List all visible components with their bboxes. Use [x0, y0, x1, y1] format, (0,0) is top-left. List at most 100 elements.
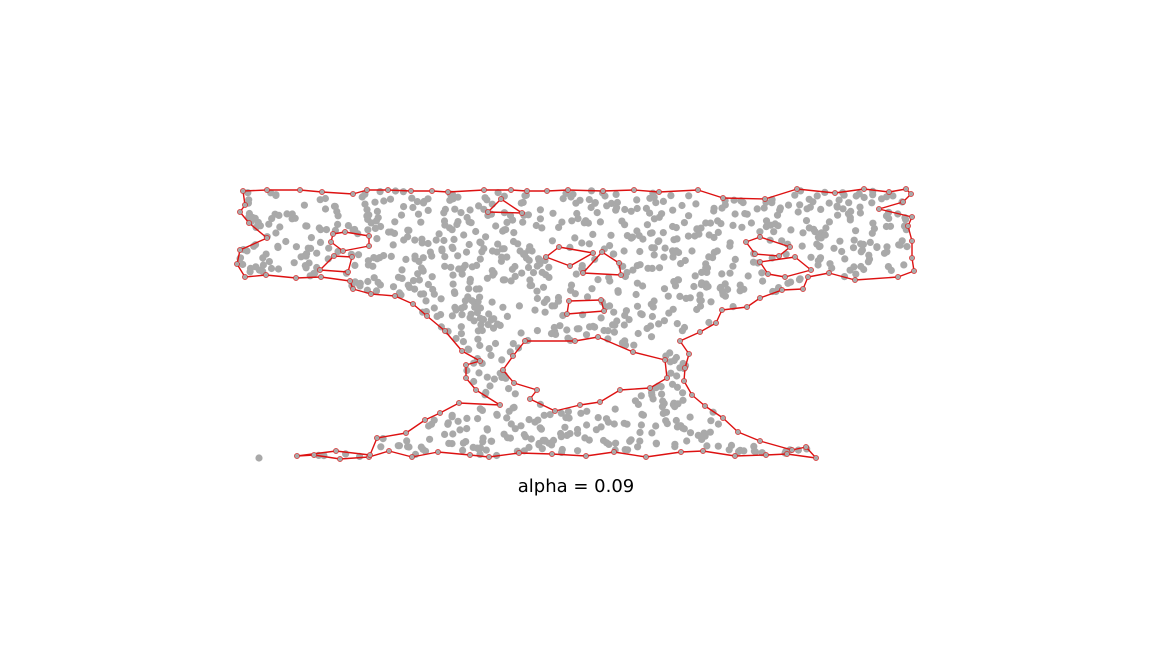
- data-point: [744, 272, 752, 280]
- hull-vertex: [544, 188, 550, 194]
- data-point: [838, 247, 846, 256]
- data-point: [841, 255, 849, 263]
- hull-vertex: [757, 295, 763, 301]
- data-point: [613, 204, 621, 212]
- data-point: [527, 435, 535, 443]
- data-point: [714, 420, 723, 428]
- data-point: [714, 217, 722, 225]
- data-point: [773, 211, 782, 219]
- data-point: [870, 225, 879, 233]
- data-point: [372, 287, 381, 295]
- data-point: [533, 294, 542, 303]
- data-point: [900, 261, 908, 269]
- data-point: [605, 440, 613, 448]
- data-point: [364, 226, 372, 234]
- data-point: [459, 338, 467, 346]
- data-point: [659, 229, 667, 237]
- hull-vertex: [616, 260, 622, 266]
- data-point: [648, 429, 656, 437]
- data-point: [526, 282, 534, 290]
- data-point: [435, 230, 443, 238]
- data-point: [361, 200, 369, 208]
- data-point: [830, 244, 838, 252]
- data-point: [548, 237, 557, 245]
- hull-vertex: [240, 188, 246, 194]
- data-point: [475, 369, 483, 377]
- hull-vertex: [567, 263, 573, 269]
- data-point: [621, 205, 629, 214]
- hull-vertex: [713, 320, 719, 326]
- data-point: [274, 265, 283, 273]
- data-point: [648, 229, 656, 237]
- hull-vertex: [350, 286, 356, 292]
- data-point: [817, 205, 825, 213]
- data-point: [685, 192, 693, 200]
- data-point: [813, 192, 821, 200]
- data-point: [510, 229, 518, 237]
- data-point: [713, 247, 721, 255]
- data-point: [321, 194, 329, 203]
- data-point: [516, 247, 524, 255]
- data-point: [648, 389, 656, 397]
- hull-vertex: [757, 259, 763, 265]
- data-point: [571, 234, 579, 242]
- data-point: [716, 284, 724, 292]
- data-point: [650, 193, 658, 201]
- data-point: [254, 220, 262, 228]
- data-point: [814, 261, 822, 269]
- data-point: [637, 421, 646, 429]
- data-point: [798, 242, 806, 250]
- data-point: [498, 245, 506, 253]
- data-point: [473, 309, 481, 317]
- data-point: [721, 280, 729, 288]
- data-point: [696, 296, 704, 304]
- data-point: [593, 209, 601, 217]
- data-point: [276, 223, 284, 231]
- hull-vertex: [599, 249, 605, 255]
- data-point: [731, 210, 739, 218]
- data-point: [540, 411, 548, 419]
- data-point: [440, 209, 448, 217]
- hull-vertex: [580, 270, 586, 276]
- hull-vertex: [246, 220, 252, 226]
- data-point: [452, 334, 460, 343]
- data-point: [428, 273, 436, 281]
- data-point: [741, 210, 749, 218]
- data-point: [409, 203, 417, 212]
- data-point: [488, 298, 496, 306]
- data-point: [740, 285, 748, 293]
- data-point: [850, 263, 858, 271]
- data-point: [599, 436, 608, 445]
- data-point: [882, 222, 891, 231]
- hull-vertex: [577, 402, 583, 408]
- data-point: [638, 311, 646, 319]
- data-point: [448, 226, 456, 234]
- data-point: [351, 225, 359, 234]
- data-point: [623, 420, 631, 428]
- data-point: [718, 270, 726, 278]
- hull-vertex: [681, 378, 687, 384]
- data-point: [621, 311, 629, 319]
- data-point: [706, 428, 714, 436]
- data-point: [747, 219, 756, 227]
- hull-vertex: [813, 455, 819, 461]
- data-point: [524, 263, 533, 272]
- hull-vertex: [519, 210, 525, 216]
- data-point: [529, 269, 538, 277]
- data-point: [729, 262, 737, 270]
- hull-vertex: [459, 348, 465, 354]
- data-point: [671, 440, 679, 448]
- data-point: [508, 216, 517, 224]
- data-point: [707, 417, 715, 425]
- data-point: [469, 443, 477, 451]
- hole-boundary: [487, 198, 523, 214]
- hull-vertex: [565, 187, 571, 193]
- data-point: [505, 385, 513, 393]
- data-point: [370, 274, 378, 282]
- data-point: [302, 252, 310, 260]
- hull-vertex: [598, 297, 604, 303]
- data-point: [494, 240, 502, 248]
- data-point: [725, 446, 733, 454]
- hull-vertex: [350, 191, 356, 197]
- data-point: [532, 221, 540, 230]
